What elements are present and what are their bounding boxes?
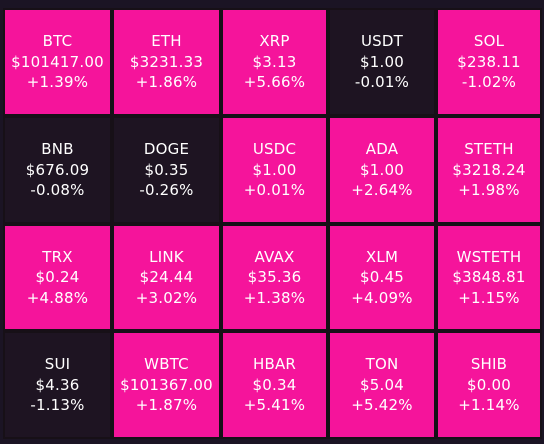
tile-symbol: ADA — [365, 140, 399, 159]
tile-avax[interactable]: AVAX $35.36 +1.38% — [221, 224, 328, 331]
tile-price: $3848.81 — [452, 268, 526, 287]
tile-btc[interactable]: BTC $101417.00 +1.39% — [3, 8, 112, 116]
tile-sol[interactable]: SOL $238.11 -1.02% — [436, 8, 542, 116]
tile-link[interactable]: LINK $24.44 +3.02% — [112, 224, 221, 331]
tile-symbol: SHIB — [470, 355, 508, 374]
tile-change: +3.02% — [135, 288, 198, 307]
tile-price: $0.45 — [360, 268, 404, 287]
tile-ton[interactable]: TON $5.04 +5.42% — [328, 331, 436, 439]
tile-change: +2.64% — [351, 181, 413, 200]
tile-price: $0.35 — [144, 160, 189, 179]
tile-symbol: LINK — [149, 247, 184, 266]
tile-change: +4.09% — [351, 288, 413, 307]
tile-price: $24.44 — [139, 268, 194, 287]
tile-xrp[interactable]: XRP $3.13 +5.66% — [221, 8, 328, 116]
tile-change: +1.86% — [135, 73, 198, 92]
tile-usdt[interactable]: USDT $1.00 -0.01% — [328, 8, 436, 116]
tile-change: +1.38% — [243, 288, 306, 307]
tile-price: $676.09 — [25, 160, 90, 179]
tile-symbol: SUI — [44, 355, 71, 374]
tile-change: +5.42% — [351, 396, 413, 415]
tile-symbol: HBAR — [252, 355, 297, 374]
tile-price: $101367.00 — [120, 375, 213, 394]
tile-price: $0.00 — [467, 375, 511, 394]
tile-hbar[interactable]: HBAR $0.34 +5.41% — [221, 331, 328, 439]
tile-symbol: AVAX — [254, 247, 295, 266]
tile-symbol: ETH — [151, 32, 182, 51]
tile-symbol: BTC — [42, 32, 73, 51]
tile-price: $5.04 — [360, 375, 404, 394]
tile-usdc[interactable]: USDC $1.00 +0.01% — [221, 116, 328, 224]
tile-change: -1.13% — [30, 396, 85, 415]
tile-price: $238.11 — [457, 52, 521, 71]
tile-eth[interactable]: ETH $3231.33 +1.86% — [112, 8, 221, 116]
tile-change: +1.98% — [458, 181, 520, 200]
tile-change: +5.41% — [243, 396, 306, 415]
tile-symbol: WBTC — [144, 355, 189, 374]
tile-steth[interactable]: STETH $3218.24 +1.98% — [436, 116, 542, 224]
tile-symbol: TON — [365, 355, 399, 374]
tile-ada[interactable]: ADA $1.00 +2.64% — [328, 116, 436, 224]
tile-change: -0.01% — [354, 73, 410, 92]
tile-price: $1.00 — [360, 52, 404, 71]
tile-symbol: XRP — [259, 32, 290, 51]
tile-sui[interactable]: SUI $4.36 -1.13% — [3, 331, 112, 439]
tile-change: -1.02% — [461, 73, 517, 92]
tile-price: $0.24 — [35, 268, 80, 287]
tile-symbol: USDC — [252, 140, 297, 159]
tile-shib[interactable]: SHIB $0.00 +1.14% — [436, 331, 542, 439]
tile-symbol: DOGE — [143, 140, 190, 159]
tile-price: $4.36 — [35, 375, 80, 394]
tile-symbol: TRX — [42, 247, 73, 266]
tile-change: -0.08% — [30, 181, 85, 200]
tile-change: +5.66% — [243, 73, 306, 92]
tile-symbol: XLM — [365, 247, 399, 266]
tile-change: -0.26% — [139, 181, 194, 200]
tile-wbtc[interactable]: WBTC $101367.00 +1.87% — [112, 331, 221, 439]
tile-change: +1.15% — [458, 288, 520, 307]
tile-symbol: STETH — [464, 140, 514, 159]
tile-change: +1.87% — [135, 396, 198, 415]
tile-change: +1.39% — [26, 73, 89, 92]
tile-price: $1.00 — [360, 160, 404, 179]
tile-symbol: SOL — [473, 32, 505, 51]
tile-price: $0.34 — [252, 375, 297, 394]
tile-bnb[interactable]: BNB $676.09 -0.08% — [3, 116, 112, 224]
tile-change: +1.14% — [458, 396, 520, 415]
tile-price: $1.00 — [252, 160, 297, 179]
tile-price: $3.13 — [252, 52, 297, 71]
tile-change: +0.01% — [243, 181, 306, 200]
tile-price: $3231.33 — [129, 52, 204, 71]
tile-price: $35.36 — [247, 268, 302, 287]
tile-price: $3218.24 — [452, 160, 526, 179]
tile-xlm[interactable]: XLM $0.45 +4.09% — [328, 224, 436, 331]
tile-symbol: WSTETH — [456, 247, 522, 266]
tile-doge[interactable]: DOGE $0.35 -0.26% — [112, 116, 221, 224]
tile-symbol: USDT — [360, 32, 403, 51]
tile-trx[interactable]: TRX $0.24 +4.88% — [3, 224, 112, 331]
tile-symbol: BNB — [41, 140, 74, 159]
tile-wsteth[interactable]: WSTETH $3848.81 +1.15% — [436, 224, 542, 331]
tile-change: +4.88% — [26, 288, 89, 307]
tile-price: $101417.00 — [11, 52, 104, 71]
